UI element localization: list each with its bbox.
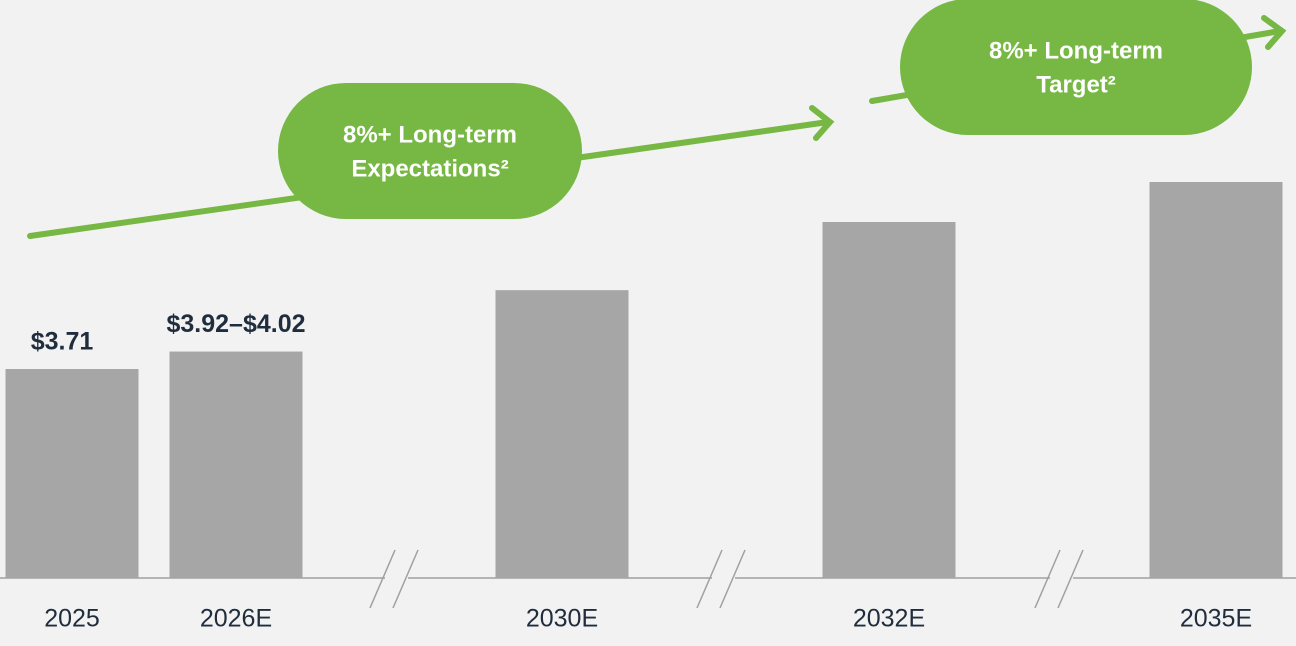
annotation-bubble xyxy=(278,83,582,219)
x-tick-label: 2026E xyxy=(200,605,272,633)
annotation-text: Expectations² xyxy=(351,155,508,182)
annotation-text: 8%+ Long-term xyxy=(343,121,517,148)
data-label: $3.92–$4.02 xyxy=(166,310,305,338)
bar xyxy=(5,369,139,578)
x-tick-label: 2035E xyxy=(1180,605,1252,633)
bar xyxy=(495,290,629,578)
x-tick-label: 2032E xyxy=(853,605,925,633)
x-tick-label: 2025 xyxy=(44,605,100,633)
x-tick-label: 2030E xyxy=(526,605,598,633)
annotation-text: Target² xyxy=(1036,71,1116,98)
bar xyxy=(822,221,956,578)
annotation-text: 8%+ Long-term xyxy=(989,37,1163,64)
bar xyxy=(1149,182,1283,578)
bar xyxy=(169,351,303,578)
annotation-bubble xyxy=(900,0,1252,135)
data-label: $3.71 xyxy=(31,328,94,356)
